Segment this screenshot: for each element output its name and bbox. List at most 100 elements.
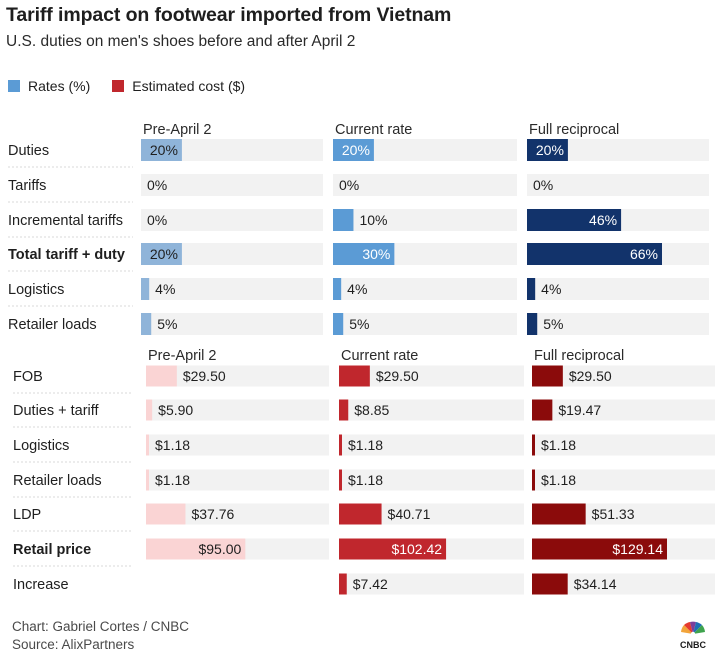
chart-subtitle: U.S. duties on men's shoes before and af… [6,33,356,50]
bar-track [146,434,329,456]
legend-label-rates: Rates (%) [28,78,91,94]
bar [527,278,536,300]
bar [339,434,342,456]
bar [532,573,568,595]
row-label: Incremental tariffs [8,213,123,229]
data-label: $1.18 [348,437,383,453]
bar [527,139,568,161]
bar-track [527,174,709,196]
chart-credit: Chart: Gabriel Cortes / CNBC [12,619,190,634]
data-label: $29.50 [376,368,419,384]
bar-track [146,399,329,421]
bar [333,313,344,335]
data-label: 10% [359,212,387,228]
bar-track [146,469,329,491]
row-label: Duties [8,143,49,159]
bar-track [146,365,329,387]
bar [527,313,538,335]
legend-item-rates: Rates (%) [8,78,90,94]
bar [532,503,586,525]
data-label: 5% [543,316,563,332]
bar-track [333,139,517,161]
bar-track [141,243,323,265]
bar [532,434,535,456]
bar-track [141,139,323,161]
column-header: Full reciprocal [529,122,619,138]
bar-track [527,139,709,161]
bar-track [527,278,709,300]
data-label: $8.85 [354,402,389,418]
data-label: $37.76 [191,506,234,522]
bar [146,434,149,456]
bar [333,139,374,161]
row-label: FOB [13,369,43,385]
data-label: $95.00 [198,541,241,557]
legend-item-cost: Estimated cost ($) [112,78,245,94]
bar [527,209,622,231]
data-label: 66% [630,246,658,262]
bar-track [333,313,517,335]
data-label: $29.50 [183,368,226,384]
bar-track [333,209,517,231]
data-label: $1.18 [348,472,383,488]
bar [532,469,535,491]
bar [339,573,347,595]
bar [146,469,149,491]
data-label: $51.33 [592,506,635,522]
legend-label-cost: Estimated cost ($) [132,78,246,94]
row-label: Retailer loads [13,473,102,489]
bar [146,399,153,421]
bar [333,243,395,265]
bar [333,209,354,231]
column-header: Pre-April 2 [143,122,212,138]
data-label: $1.18 [155,437,190,453]
data-label: 30% [362,246,390,262]
column-header: Current rate [335,122,412,138]
bar-track [339,469,524,491]
data-label: 4% [541,281,561,297]
data-label: $5.90 [158,402,193,418]
data-label: 5% [349,316,369,332]
cnbc-logo: CNBC [680,621,706,650]
column-header: Full reciprocal [534,348,624,364]
column-header: Pre-April 2 [148,348,217,364]
legend-swatch-cost [112,80,125,92]
data-label: 46% [589,212,617,228]
bar-track [532,399,715,421]
bar [146,365,177,387]
bar-track [146,503,329,525]
data-label: $7.42 [353,576,388,592]
bar [339,469,342,491]
data-label: $1.18 [541,437,576,453]
bar [141,278,150,300]
bar-track [339,434,524,456]
row-label: Retail price [13,542,91,558]
chart-title: Tariff impact on footwear imported from … [6,4,452,26]
bar-track [141,278,323,300]
bar [141,243,182,265]
bar [532,538,667,560]
data-label: $1.18 [541,472,576,488]
bar [141,313,152,335]
bar-track [141,313,323,335]
bar [141,139,182,161]
bar [532,365,563,387]
row-label: Duties + tariff [13,403,100,419]
row-label: LDP [13,507,41,523]
data-label: $40.71 [388,506,431,522]
data-label: 5% [157,316,177,332]
bar-track [141,174,323,196]
bar [339,399,349,421]
row-label: Total tariff + duty [8,247,125,263]
data-label: $102.42 [391,541,442,557]
bar [146,538,246,560]
chart-source: Source: AlixPartners [12,637,135,652]
logo-text: CNBC [680,640,706,650]
data-label: 0% [533,177,553,193]
bar-track [527,313,709,335]
bar [527,243,662,265]
data-label: 4% [155,281,175,297]
bar-track [532,365,715,387]
row-label: Retailer loads [8,317,97,333]
